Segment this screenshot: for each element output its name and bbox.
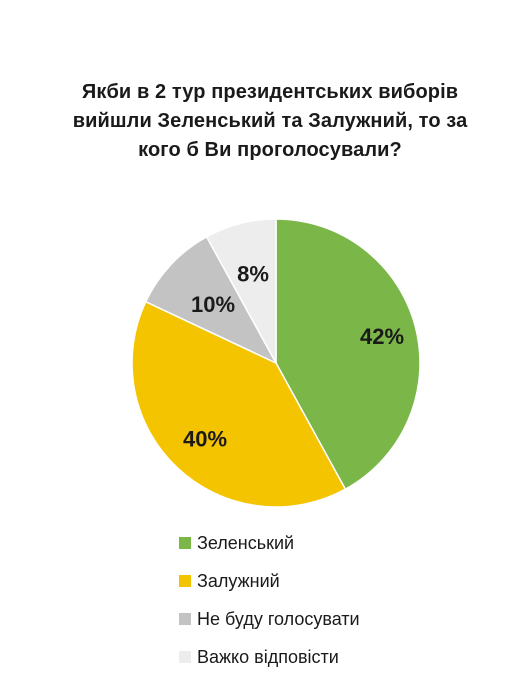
legend-item-zaluzhnyi: Залужний <box>179 562 360 600</box>
chart-legend: Зеленський Залужний Не буду голосувати В… <box>179 524 360 676</box>
pie-slice-will-not-vote <box>144 235 278 365</box>
pie-slices <box>131 218 421 508</box>
legend-label: Зеленський <box>197 532 295 553</box>
pie-labels: 42% 40% 10%8% <box>183 262 404 452</box>
legend-label: Важко відповісти <box>197 646 339 667</box>
pie-slice-zelenskyi <box>275 218 421 491</box>
pie-data-label: 10% <box>191 292 235 317</box>
legend-item-will-not-vote: Не буду голосувати <box>179 600 360 638</box>
legend-item-hard-to-say: Важко відповісти <box>179 638 360 676</box>
pie-slice-hard-to-say <box>205 218 277 364</box>
chart-title-line-1: Якби в 2 тур президентських виборів <box>81 81 459 103</box>
pie-slice-zaluzhnyi <box>131 300 347 508</box>
chart-title: Якби в 2 тур президентських виборів вийш… <box>40 78 500 165</box>
legend-item-zelenskyi: Зеленський <box>179 524 360 562</box>
chart-title-line-3: кого б Ви проголосували? <box>138 139 402 161</box>
pie-data-label: 42% <box>360 324 404 349</box>
chart-title-line-2: вийшли Зеленський та Залужний, то за <box>72 110 468 132</box>
legend-label: Залужний <box>197 570 280 591</box>
pie-data-label: 40% <box>183 427 227 452</box>
legend-swatch <box>179 575 191 587</box>
legend-swatch <box>179 613 191 625</box>
legend-label: Не буду голосувати <box>197 608 360 629</box>
legend-swatch <box>179 651 191 663</box>
pie-data-label: 8% <box>237 262 269 287</box>
legend-swatch <box>179 537 191 549</box>
